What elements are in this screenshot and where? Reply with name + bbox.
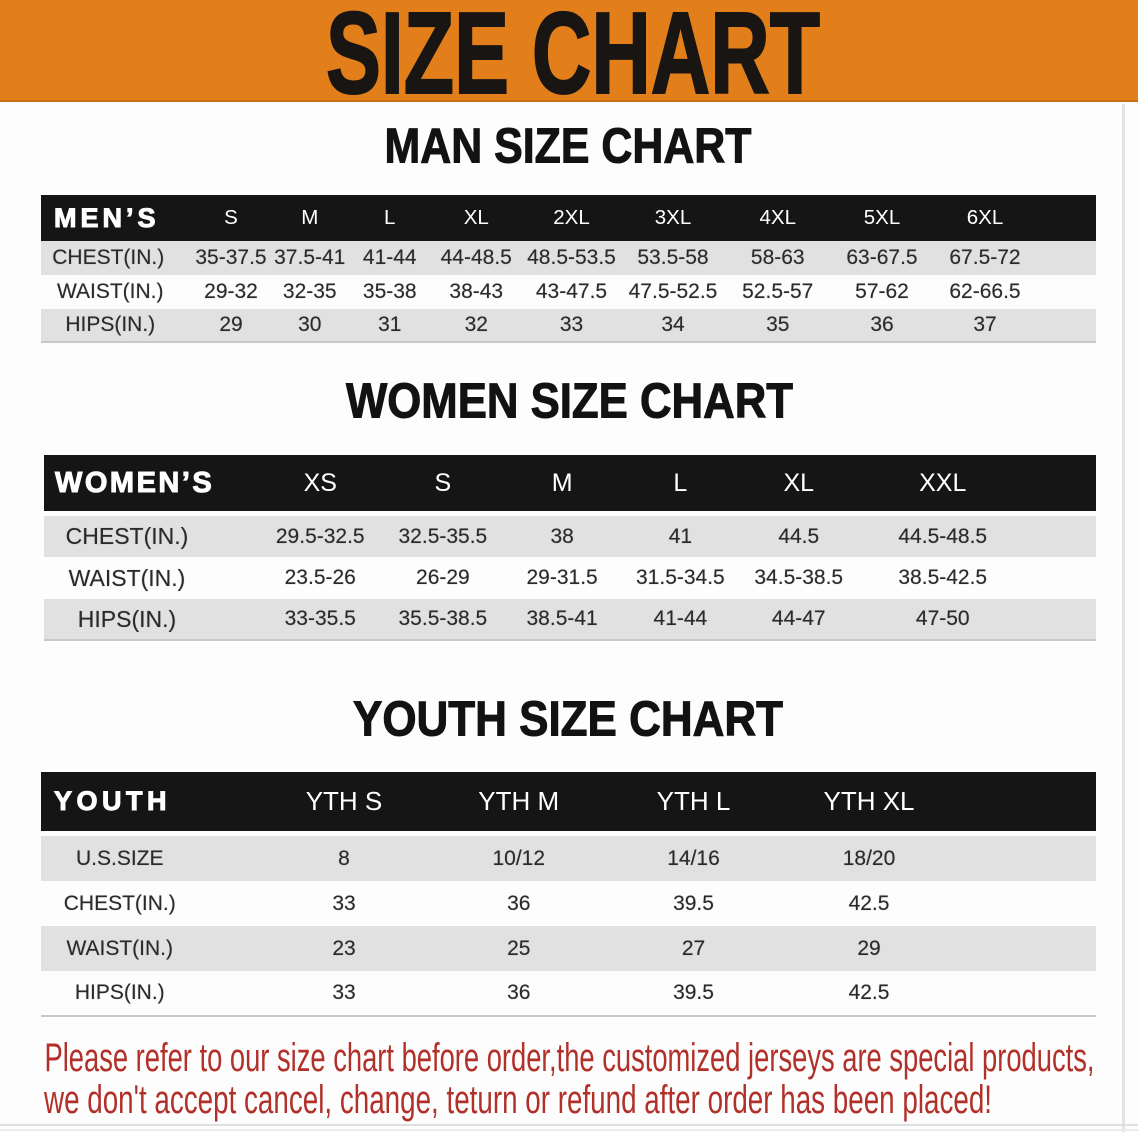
svg-text:YOUTH SIZE CHART: YOUTH SIZE CHART bbox=[353, 693, 783, 747]
svg-text:MAN SIZE CHART: MAN SIZE CHART bbox=[385, 120, 752, 174]
svg-text:SIZE CHART: SIZE CHART bbox=[326, 0, 820, 102]
svg-text:Please refer to our size chart: Please refer to our size chart before or… bbox=[45, 1036, 1095, 1080]
svg-text:we don't accept cancel, change: we don't accept cancel, change, teturn o… bbox=[43, 1078, 992, 1122]
svg-text:WOMEN SIZE CHART: WOMEN SIZE CHART bbox=[346, 375, 793, 429]
